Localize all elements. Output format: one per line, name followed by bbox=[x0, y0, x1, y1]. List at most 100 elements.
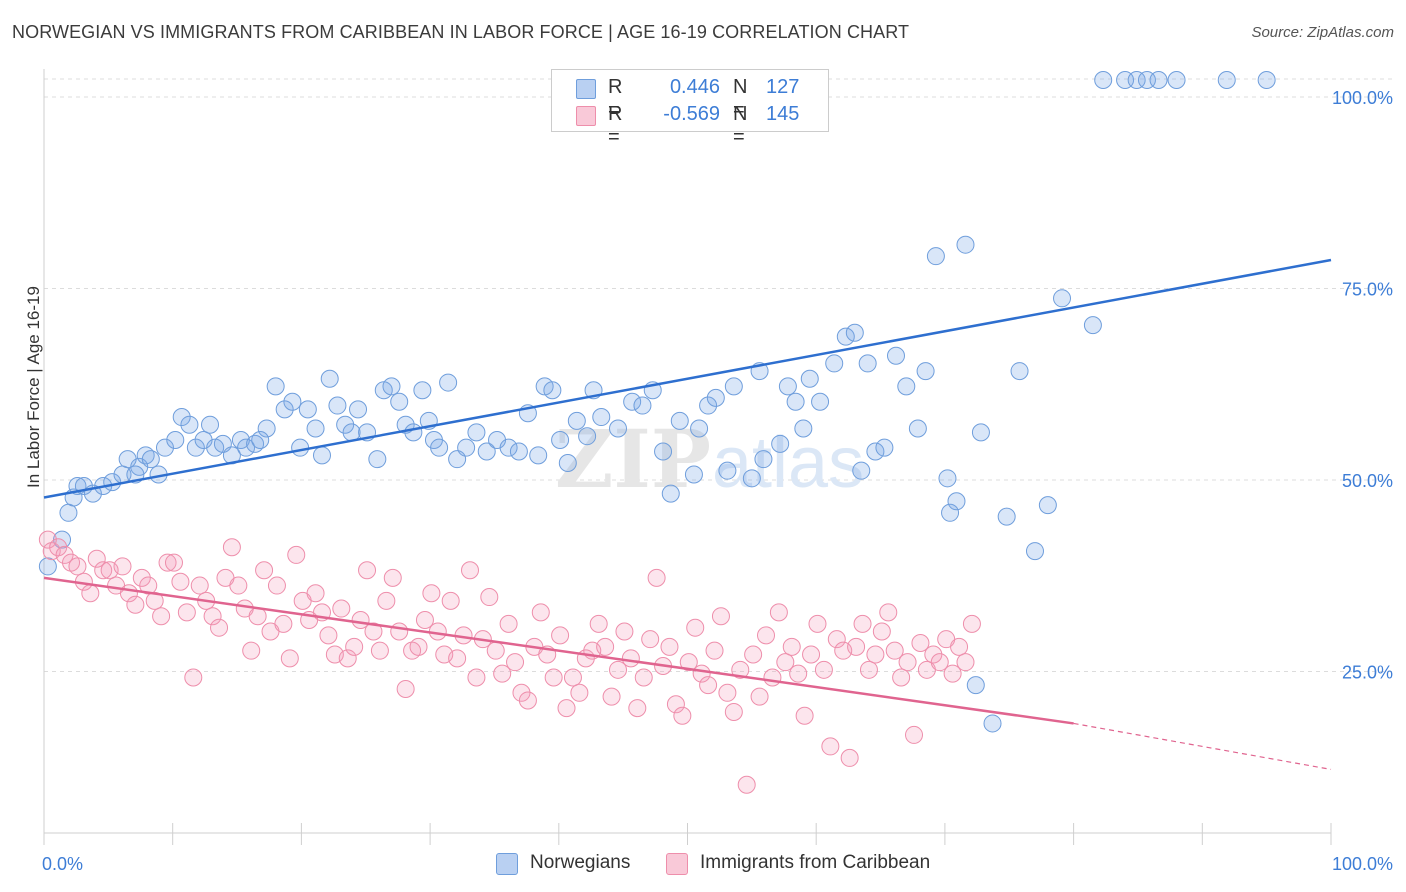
caribbean-point bbox=[480, 588, 499, 607]
legend-r-value: -0.569 bbox=[663, 103, 720, 125]
caribbean-point bbox=[38, 530, 57, 549]
legend-r-label: R = bbox=[608, 103, 623, 148]
norwegian-point bbox=[938, 469, 957, 488]
caribbean-point bbox=[190, 576, 209, 595]
norwegian-point bbox=[257, 419, 276, 438]
legend-n-label: N = bbox=[733, 103, 748, 148]
caribbean-point bbox=[879, 603, 898, 622]
caribbean-point bbox=[441, 591, 460, 610]
norwegian-point bbox=[1149, 71, 1168, 89]
x-tick-label: 0.0% bbox=[42, 854, 83, 874]
norwegian-point bbox=[328, 396, 347, 415]
caribbean-point bbox=[177, 603, 196, 622]
norwegian-point bbox=[623, 392, 642, 411]
caribbean-point bbox=[512, 683, 531, 702]
caribbean-point bbox=[267, 576, 286, 595]
caribbean-point bbox=[802, 645, 821, 664]
chart-source: Source: ZipAtlas.com bbox=[1251, 24, 1394, 41]
caribbean-point bbox=[750, 687, 769, 706]
norwegian-point bbox=[1038, 496, 1057, 515]
caribbean-point bbox=[956, 653, 975, 672]
caribbean-point bbox=[589, 614, 608, 633]
caribbean-point bbox=[621, 649, 640, 668]
caribbean-point bbox=[827, 630, 846, 649]
norwegian-point bbox=[291, 438, 310, 457]
norwegian-point bbox=[897, 377, 916, 396]
watermark: atlas bbox=[712, 423, 864, 503]
norwegian-point bbox=[886, 346, 905, 365]
correlation-legend: R = 0.446 N = 127 R = -0.569 N = 145 bbox=[551, 69, 829, 148]
norwegian-point bbox=[1167, 71, 1186, 89]
caribbean-point bbox=[364, 622, 383, 641]
caribbean-point bbox=[222, 538, 241, 557]
bottom-legend-label: Immigrants from Caribbean bbox=[700, 852, 931, 873]
caribbean-point bbox=[724, 702, 743, 721]
caribbean-point bbox=[892, 668, 911, 687]
norwegian-point bbox=[275, 400, 294, 419]
caribbean-point bbox=[126, 595, 145, 614]
caribbean-point bbox=[94, 561, 113, 580]
caribbean-point bbox=[113, 557, 132, 576]
norwegian-point bbox=[180, 415, 199, 434]
norwegian-point bbox=[312, 446, 331, 465]
norwegian-point bbox=[800, 369, 819, 388]
caribbean-point bbox=[950, 637, 969, 656]
caribbean-trend-extension bbox=[1073, 722, 1332, 770]
caribbean-point bbox=[814, 660, 833, 679]
caribbean-point bbox=[641, 630, 660, 649]
norwegian-point bbox=[283, 392, 302, 411]
norwegian-point bbox=[661, 484, 680, 503]
caribbean-point bbox=[338, 649, 357, 668]
norwegian-point bbox=[439, 373, 458, 392]
norwegian-point bbox=[477, 442, 496, 461]
caribbean-point bbox=[248, 607, 267, 626]
norwegian-point bbox=[947, 492, 966, 511]
norwegian-point bbox=[1217, 71, 1236, 89]
norwegian-point bbox=[251, 431, 270, 450]
norwegian-point bbox=[670, 411, 689, 430]
norwegian-point bbox=[771, 434, 790, 453]
legend-swatch-pink bbox=[576, 106, 596, 126]
caribbean-point bbox=[210, 618, 229, 637]
norwegian-point bbox=[633, 396, 652, 415]
norwegian-point bbox=[706, 388, 725, 407]
norwegian-point bbox=[172, 408, 191, 427]
norwegian-point bbox=[858, 354, 877, 373]
caribbean-point bbox=[531, 603, 550, 622]
caribbean-point bbox=[847, 637, 866, 656]
caribbean-point bbox=[377, 591, 396, 610]
caribbean-point bbox=[763, 668, 782, 687]
caribbean-point bbox=[673, 706, 692, 725]
norwegian-point bbox=[956, 235, 975, 254]
caribbean-point bbox=[634, 668, 653, 687]
caribbean-point bbox=[396, 679, 415, 698]
norwegian-point bbox=[382, 377, 401, 396]
caribbean-point bbox=[486, 641, 505, 660]
caribbean-point bbox=[943, 664, 962, 683]
caribbean-point bbox=[563, 668, 582, 687]
norwegian-trend-line bbox=[43, 258, 1332, 499]
legend-r-label: R = bbox=[608, 76, 623, 121]
norwegian-point bbox=[237, 438, 256, 457]
caribbean-point bbox=[609, 660, 628, 679]
caribbean-point bbox=[711, 607, 730, 626]
norwegian-point bbox=[786, 392, 805, 411]
norwegian-point bbox=[404, 423, 423, 442]
norwegian-point bbox=[754, 450, 773, 469]
norwegian-point bbox=[699, 396, 718, 415]
norwegian-point bbox=[155, 438, 174, 457]
caribbean-point bbox=[596, 637, 615, 656]
norwegian-point bbox=[413, 381, 432, 400]
norwegian-point bbox=[306, 419, 325, 438]
caribbean-point bbox=[557, 699, 576, 718]
caribbean-point bbox=[409, 637, 428, 656]
norwegian-point bbox=[875, 438, 894, 457]
caribbean-point bbox=[460, 561, 479, 580]
caribbean-point bbox=[699, 676, 718, 695]
caribbean-point bbox=[757, 626, 776, 645]
norwegian-point bbox=[320, 369, 339, 388]
caribbean-point bbox=[152, 607, 171, 626]
norwegian-point bbox=[1053, 289, 1072, 308]
caribbean-point bbox=[55, 545, 74, 564]
